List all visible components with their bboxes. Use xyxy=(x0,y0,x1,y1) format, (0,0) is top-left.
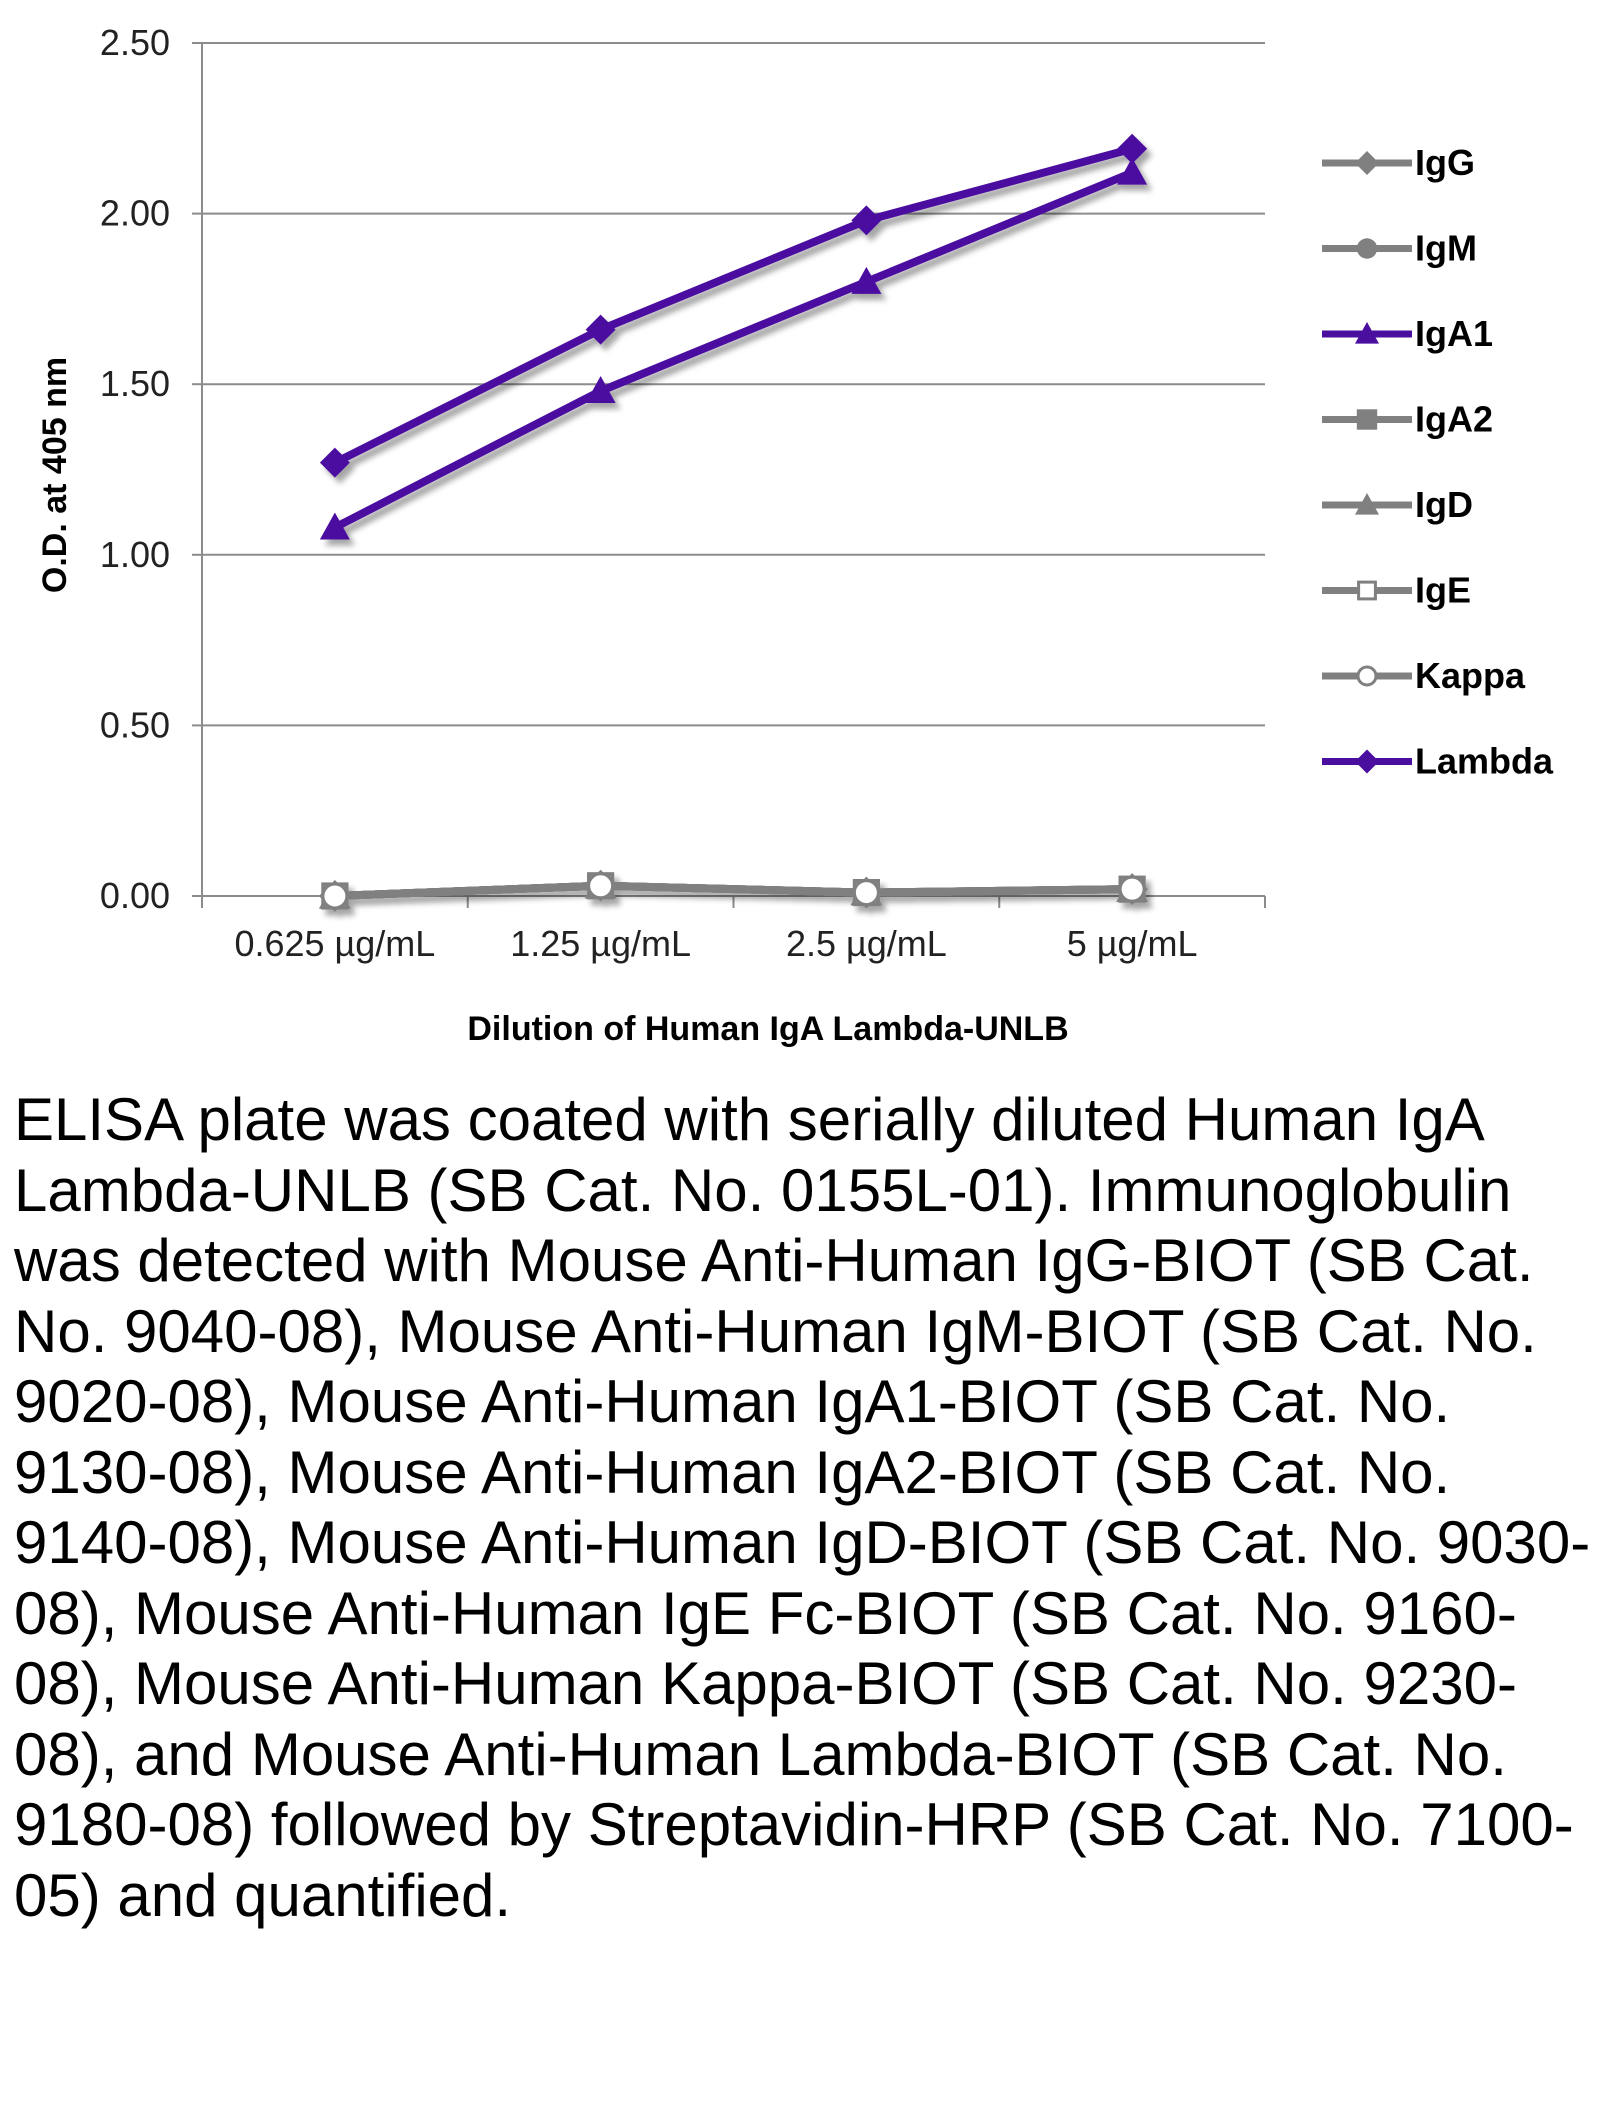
gridlines xyxy=(202,42,1265,727)
legend-label: IgG xyxy=(1415,142,1475,183)
series-lambda xyxy=(319,133,1148,478)
legend-entry-lambda: Lambda xyxy=(1322,741,1554,782)
figure-caption: ELISA plate was coated with serially dil… xyxy=(14,1086,1591,1929)
y-tick-label: 1.00 xyxy=(100,534,170,575)
data-point xyxy=(1355,322,1379,344)
data-point xyxy=(1355,151,1379,175)
data-point-kappa xyxy=(587,872,615,900)
x-tick-label: 2.5 µg/mL xyxy=(786,923,947,964)
data-point xyxy=(1355,493,1379,515)
y-tick-label: 2.50 xyxy=(100,22,170,63)
x-tick-label: 5 µg/mL xyxy=(1067,923,1198,964)
series-line xyxy=(333,168,1134,532)
series-line xyxy=(334,881,1133,900)
y-tick-labels: 0.00 0.50 1.00 1.50 2.00 2.50 xyxy=(100,22,170,916)
legend-label: Lambda xyxy=(1415,741,1554,782)
data-point-kappa xyxy=(1118,875,1146,903)
legend-entry-ige: IgE xyxy=(1322,570,1471,611)
legend-entry-kappa: Kappa xyxy=(1322,655,1526,696)
data-point-lambda xyxy=(851,205,882,236)
data-point xyxy=(1355,749,1379,774)
y-axis-title: O.D. at 405 nm xyxy=(36,357,74,593)
data-point-iga1 xyxy=(585,376,616,404)
x-tick-labels: 0.625 µg/mL 1.25 µg/mL 2.5 µg/mL 5 µg/mL xyxy=(234,923,1197,964)
data-point xyxy=(1356,409,1378,430)
x-tick-label: 1.25 µg/mL xyxy=(510,923,691,964)
legend: IgG IgM IgA1 IgA2 IgD IgE Kappa Lambda xyxy=(1322,142,1554,782)
legend-label: IgM xyxy=(1415,228,1477,269)
data-point xyxy=(1357,580,1377,601)
data-point-iga1 xyxy=(851,266,882,294)
legend-entry-iga1: IgA1 xyxy=(1322,313,1493,354)
data-point xyxy=(1356,665,1378,687)
data-point-kappa xyxy=(852,879,880,907)
series-line xyxy=(333,144,1134,467)
legend-entry-igd: IgD xyxy=(1322,484,1473,525)
legend-label: IgD xyxy=(1415,484,1473,525)
legend-label: Kappa xyxy=(1415,655,1526,696)
data-point-lambda xyxy=(585,314,616,345)
y-tick-label: 0.50 xyxy=(100,704,170,745)
x-tick-label: 0.625 µg/mL xyxy=(234,923,435,964)
data-point-iga1 xyxy=(319,512,350,540)
y-tick-label: 2.00 xyxy=(100,193,170,234)
legend-label: IgA2 xyxy=(1415,399,1493,440)
data-point-lambda xyxy=(319,447,350,478)
legend-label: IgA1 xyxy=(1415,313,1493,354)
legend-entry-igg: IgG xyxy=(1322,142,1475,183)
y-tick-label: 1.50 xyxy=(100,363,170,404)
data-point-iga1 xyxy=(1117,157,1148,185)
elisa-line-chart: 0.00 0.50 1.00 1.50 2.00 2.50 0.625 µg/mL 1.25… xyxy=(36,22,1554,1048)
data-point-kappa xyxy=(321,882,349,910)
series-iga1 xyxy=(319,157,1148,540)
y-tick-label: 0.00 xyxy=(100,875,170,916)
series-kappa xyxy=(321,872,1146,910)
data-point-lambda xyxy=(1117,133,1148,164)
legend-label: IgE xyxy=(1415,570,1471,611)
legend-entry-igm: IgM xyxy=(1322,228,1477,269)
series xyxy=(318,133,1149,912)
legend-entry-iga2: IgA2 xyxy=(1322,399,1493,440)
x-axis-title: Dilution of Human IgA Lambda-UNLB xyxy=(467,1010,1068,1048)
data-point xyxy=(1356,238,1378,259)
axes xyxy=(192,42,1266,908)
